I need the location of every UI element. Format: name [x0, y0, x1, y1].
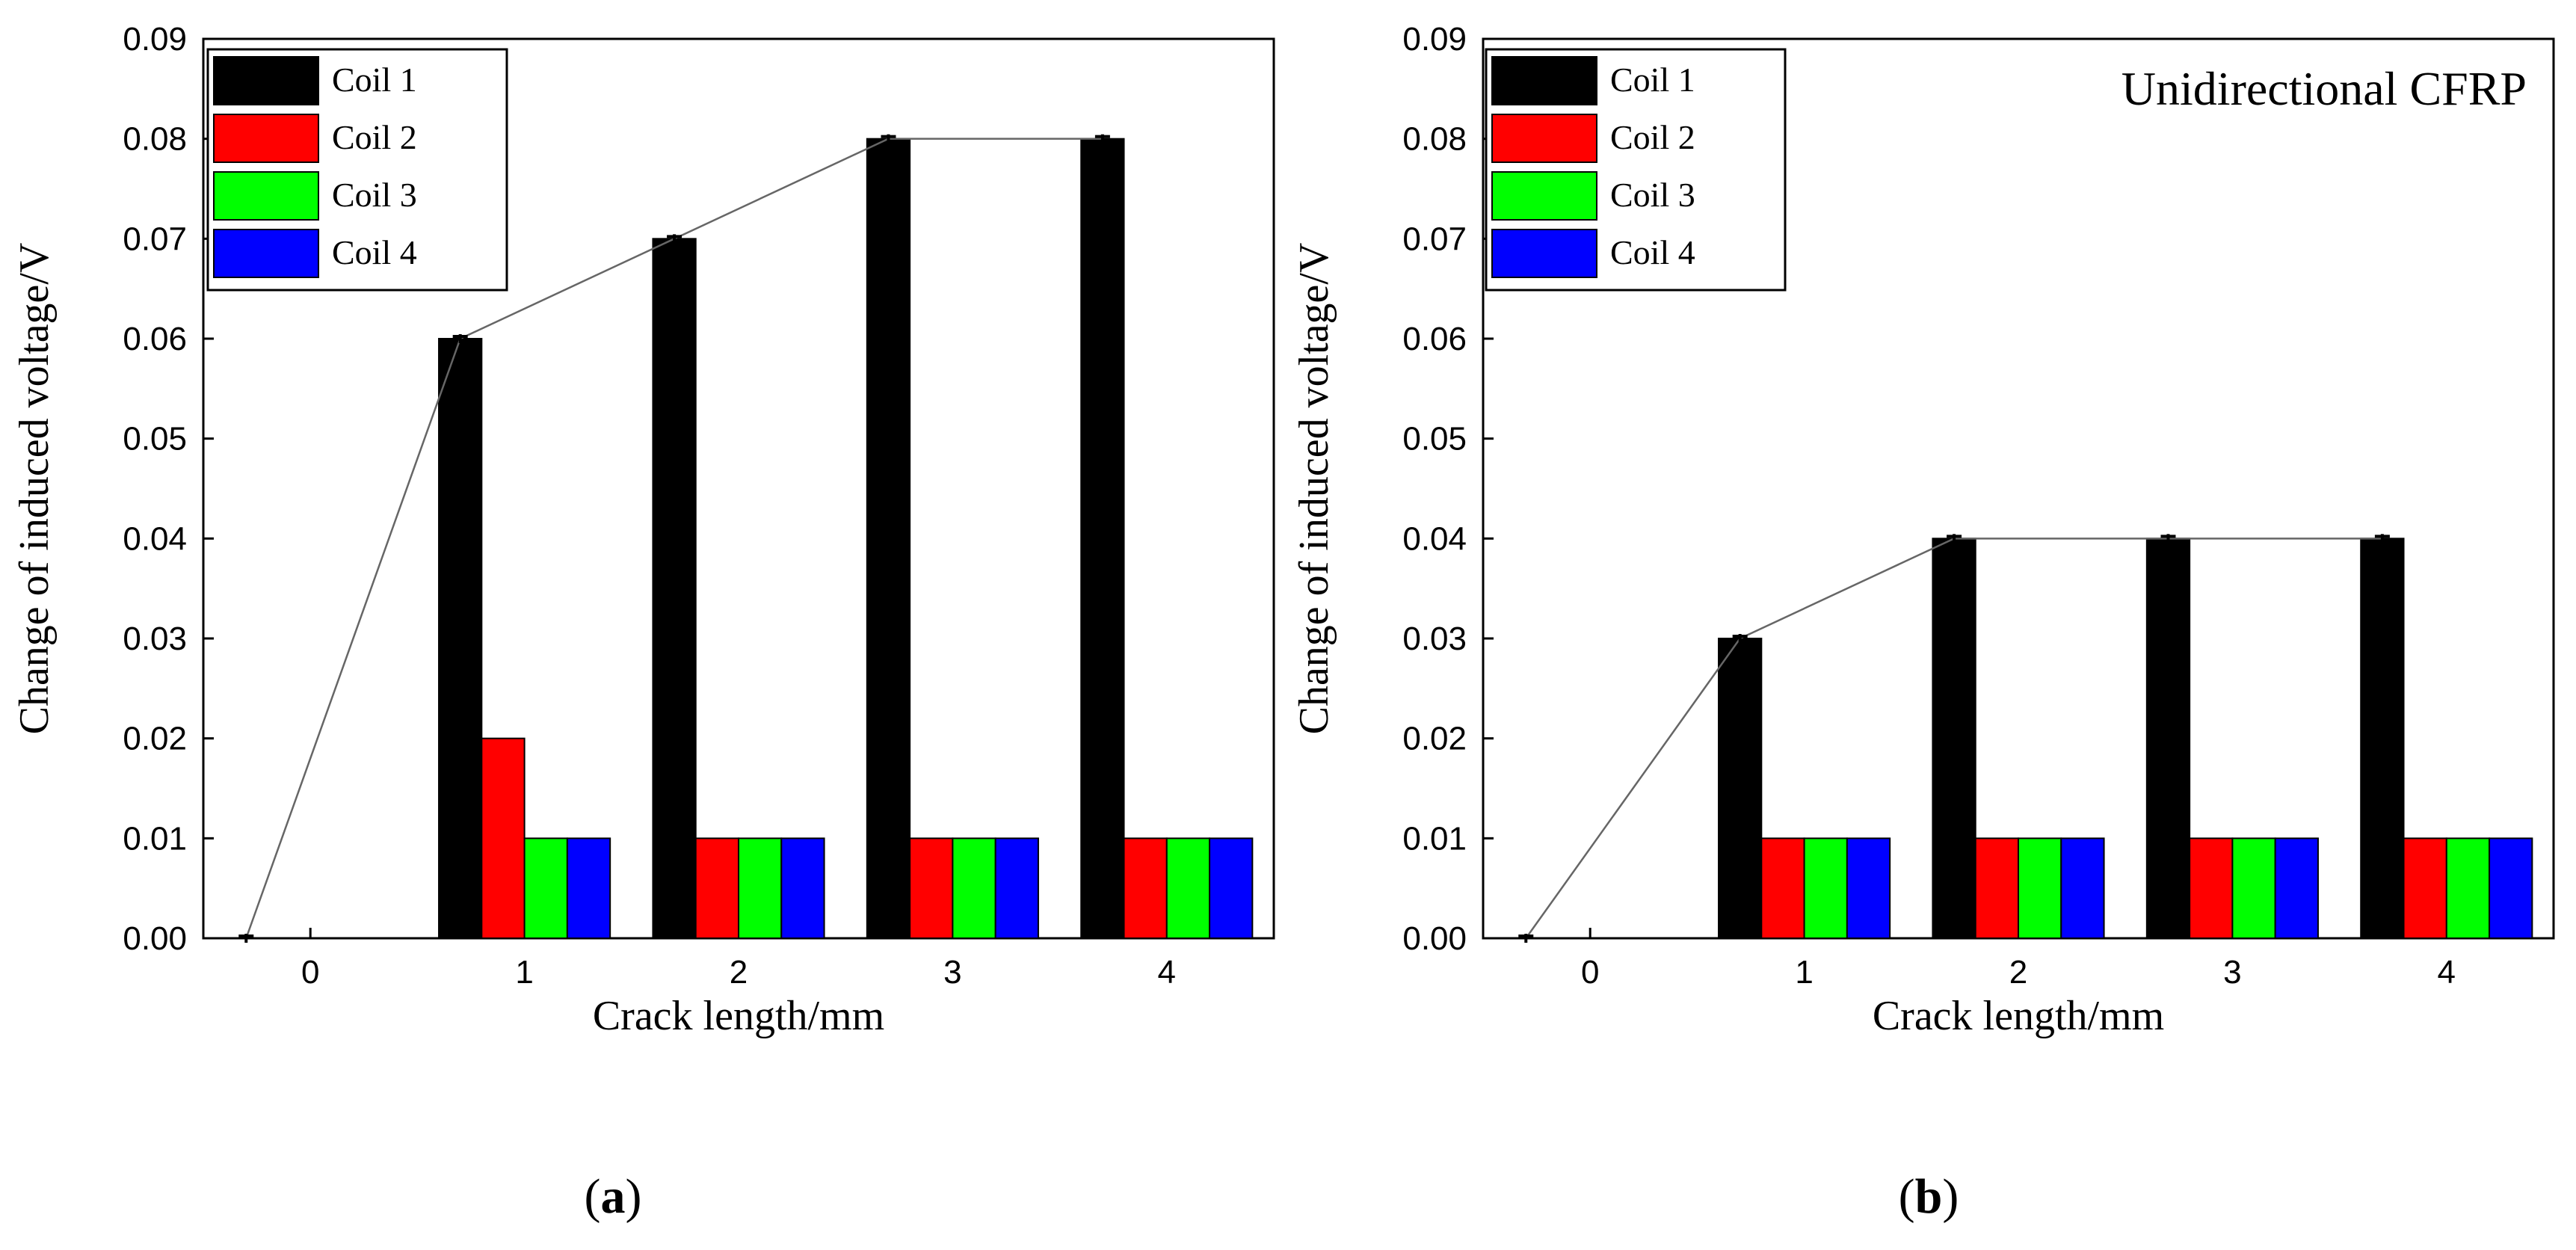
x-tick-label: 0: [301, 954, 319, 991]
bar-coil-3: [2231, 837, 2276, 940]
y-tick-label: 0.00: [123, 920, 187, 957]
y-tick-label: 0.01: [123, 820, 187, 857]
bar-coil-3: [738, 837, 783, 940]
bar-coil-4: [1209, 837, 1254, 940]
y-tick-label: 0.05: [1402, 421, 1467, 458]
legend: Coil 1 Coil 2 Coil 3 Coil 4: [206, 48, 508, 292]
y-tick-label: 0.03: [123, 621, 187, 657]
chart-panel-a: 0.00 0.01 0.02 0.03 0.04 0.05 0.06 0.07 0.08 0.09…: [11, 21, 1275, 1224]
y-tick-label: 0.05: [123, 421, 187, 458]
legend-label-4: Coil 4: [332, 233, 417, 271]
legend-label-3: Coil 3: [1610, 176, 1695, 214]
bar-coil-3: [952, 837, 996, 940]
x-tick-label: 4: [1158, 954, 1176, 991]
bar-coil-2: [909, 837, 954, 940]
legend-label-2: Coil 2: [332, 118, 417, 156]
y-tick-label: 0.02: [1402, 721, 1467, 757]
legend-swatch-3: [1491, 171, 1597, 221]
bar-coil-4: [2060, 837, 2105, 940]
bar-coil-1: [866, 138, 911, 940]
x-axis-title: Crack length/mm: [593, 993, 884, 1039]
legend-swatch-4: [1491, 229, 1597, 278]
legend-label-1: Coil 1: [332, 61, 417, 99]
bar-coil-2: [1760, 837, 1805, 940]
y-tick-label: 0.02: [123, 721, 187, 757]
chart-annotation: Unidirectional CFRP: [2121, 62, 2527, 115]
y-tick-label: 0.08: [123, 121, 187, 158]
panel-label: (a): [585, 1169, 642, 1224]
y-axis-title: Change of induced voltage/V: [11, 243, 58, 735]
bar-coil-1: [438, 338, 483, 939]
bar-coil-2: [2403, 837, 2447, 940]
legend-label-3: Coil 3: [332, 176, 417, 214]
x-tick-label: 2: [2009, 954, 2027, 991]
bar-coil-1: [652, 238, 697, 940]
bar-coil-3: [1803, 837, 1848, 940]
y-tick-label: 0.09: [1402, 21, 1467, 58]
bar-coil-4: [780, 837, 825, 940]
bar-coil-4: [2489, 837, 2533, 940]
y-tick-label: 0.01: [1402, 820, 1467, 857]
bar-coil-1: [1718, 638, 1763, 939]
chart-panel-b: 0.00 0.01 0.02 0.03 0.04 0.05 0.06 0.07 0.08 0.09…: [1291, 21, 2555, 1224]
bar-coil-3: [2445, 837, 2491, 940]
y-tick-label: 0.06: [1402, 321, 1467, 357]
y-tick-label: 0.07: [1402, 221, 1467, 257]
bar-coil-3: [2018, 837, 2062, 940]
bar-coil-3: [523, 837, 568, 940]
x-tick-label: 1: [515, 954, 533, 991]
x-tick-label: 3: [943, 954, 961, 991]
y-tick-label: 0.04: [1402, 520, 1467, 557]
legend-label-2: Coil 2: [1610, 118, 1695, 156]
legend: Coil 1 Coil 2 Coil 3 Coil 4: [1485, 48, 1787, 292]
bar-coil-4: [994, 837, 1039, 940]
bar-coil-2: [481, 737, 526, 940]
bar-coil-2: [2189, 837, 2234, 940]
y-axis-title: Change of induced voltage/V: [1291, 243, 1337, 735]
bar-coil-1: [2360, 538, 2405, 939]
legend-swatch-1: [213, 56, 319, 105]
x-tick-label: 1: [1795, 954, 1813, 991]
bar-coil-2: [1974, 837, 2019, 940]
bar-coil-1: [2145, 538, 2191, 939]
y-tick-label: 0.07: [123, 221, 187, 257]
bar-coil-1: [1080, 138, 1125, 940]
x-tick-label: 0: [1581, 954, 1599, 991]
bar-coil-2: [1123, 837, 1168, 940]
y-tick-label: 0.09: [123, 21, 187, 58]
legend-swatch-4: [213, 229, 319, 278]
legend-label-4: Coil 4: [1610, 233, 1695, 271]
x-axis-title: Crack length/mm: [1873, 993, 2164, 1039]
bar-coil-1: [1932, 538, 1976, 939]
bar-coil-3: [1165, 837, 1211, 940]
x-tick-label: 2: [730, 954, 748, 991]
legend-swatch-2: [1491, 114, 1597, 163]
bar-coil-4: [566, 837, 611, 940]
legend-swatch-3: [213, 171, 319, 221]
x-tick-label: 3: [2223, 954, 2241, 991]
legend-label-1: Coil 1: [1610, 61, 1695, 99]
bar-coil-2: [694, 837, 739, 940]
y-tick-label: 0.04: [123, 520, 187, 557]
bar-coil-4: [1846, 837, 1891, 940]
legend-swatch-2: [213, 114, 319, 163]
panel-label: (b): [1899, 1169, 1959, 1224]
y-tick-label: 0.06: [123, 321, 187, 357]
x-tick-label: 4: [2438, 954, 2456, 991]
bar-coil-4: [2274, 837, 2319, 940]
y-tick-label: 0.03: [1402, 621, 1467, 657]
legend-swatch-1: [1491, 56, 1597, 105]
y-tick-label: 0.00: [1402, 920, 1467, 957]
y-tick-label: 0.08: [1402, 121, 1467, 158]
